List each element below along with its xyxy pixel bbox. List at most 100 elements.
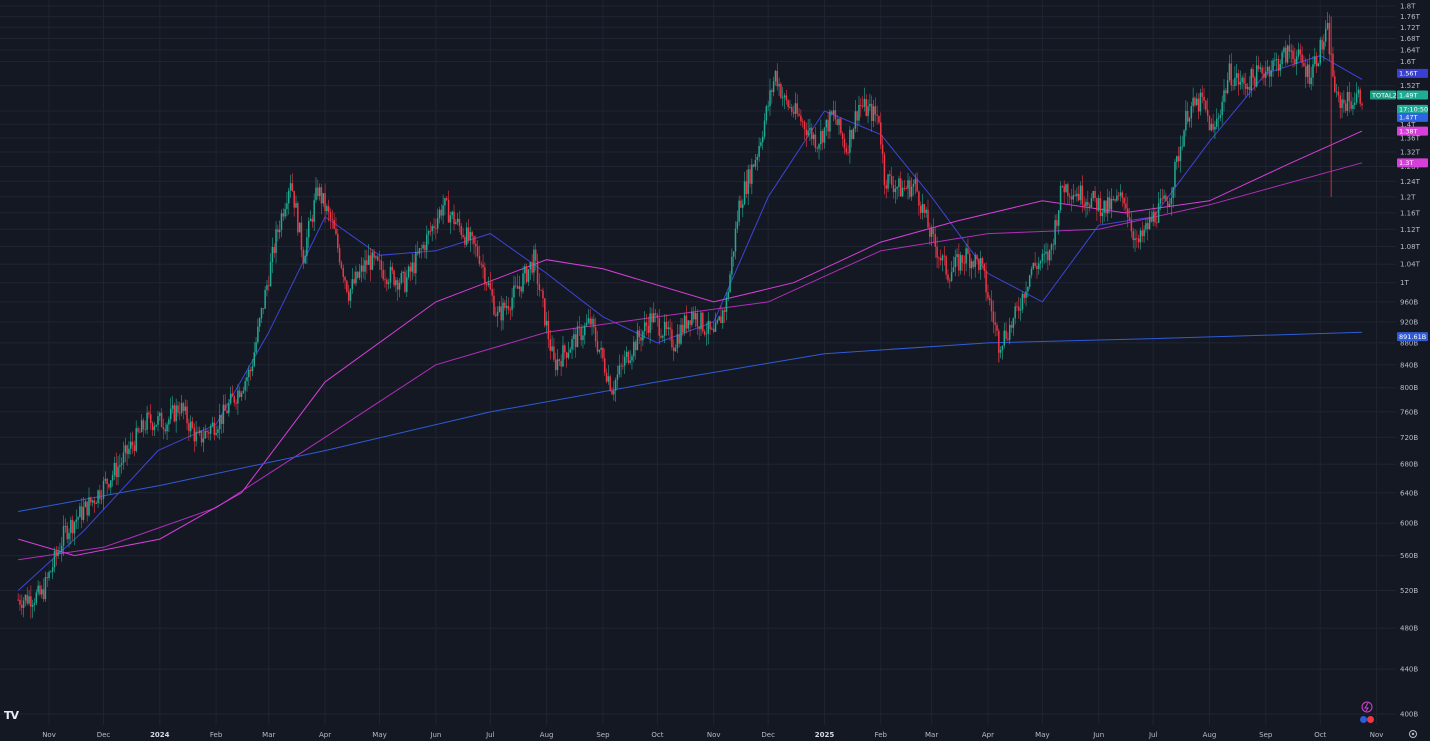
candle-body [318,187,321,197]
x-tick-label: 2025 [815,731,835,739]
ma_long-line [18,331,1363,512]
tradingview-logo[interactable]: TV [4,709,19,722]
candle-body [578,326,581,328]
candle-body [881,144,884,155]
candle-body [952,267,955,273]
candle-body [823,127,826,143]
candle-body [814,134,817,148]
candle-body [218,415,221,430]
candle-body [950,272,953,281]
candle-body [1021,293,1024,310]
candle-body [861,105,864,107]
candle-body [464,237,466,245]
candle-body [525,266,528,282]
candle-body [1105,200,1107,214]
candle-body [1217,117,1220,119]
candle-body [151,423,154,431]
candle-body [1166,201,1169,207]
candle-body [625,351,628,358]
candle-body [424,244,426,251]
candle-body [816,147,818,149]
candle-body [1239,81,1242,85]
candle-body [307,221,310,238]
y-tick-label: 640B [1400,489,1418,497]
candle-body [585,322,588,326]
candle-body [502,302,504,321]
candle-body [340,262,343,268]
candle-body [462,234,464,238]
candle-body [333,219,335,229]
candle-body [149,414,152,424]
candle-body [1128,217,1131,221]
candle-body [242,390,245,393]
candle-body [943,255,946,257]
candle-body [958,254,960,271]
candle-body [870,103,873,121]
candle-body [420,248,423,250]
candle-body [97,490,99,504]
candle-body [1295,56,1298,65]
candle-body [544,298,546,326]
candle-body [491,289,493,296]
candle-body [1163,195,1165,199]
candle-body [75,519,78,523]
candle-body [740,200,742,208]
candle-body [159,412,161,417]
candle-body [698,326,700,330]
candle-body [73,522,76,534]
y-tick-label: 1.64T [1400,46,1421,54]
settings-gear-icon[interactable] [1409,730,1417,738]
x-tick-label: Mar [925,731,938,739]
candle-body [1092,190,1095,198]
candle-body [180,403,183,413]
time-axis[interactable]: Nov Dec 2024 Feb Mar Apr May Jun Jul Aug Sep Oct Nov… [42,731,1383,739]
candle-body [110,480,112,488]
candle-body [79,506,81,518]
y-tick-label: 480B [1400,625,1418,633]
candle-body [1150,217,1153,222]
candle-body [306,237,308,256]
candle-body [678,334,680,344]
candle-body [720,316,722,324]
candle-body [233,396,236,403]
candle-body [382,269,384,280]
candle-body [1112,198,1114,200]
candle-body [126,445,128,455]
x-tick-label: Sep [1259,731,1273,739]
candle-body [409,266,412,272]
candle-body [271,246,274,262]
candle-body [375,256,377,258]
candle-body [711,328,713,330]
price-axis[interactable]: 1.8T1.76T1.72T1.68T1.64T1.6T1.52T1.44T1.… [1400,3,1421,719]
candle-body [1063,186,1065,193]
candle-body [1186,110,1189,122]
candle-body [1315,56,1318,67]
price-tags: 1.56T TOTAL2 1.49T 17:10:501.47T 1.38T 1.3T 89… [1370,68,1428,342]
candle-body [1179,146,1182,162]
candle-body [1057,210,1060,226]
candle-body [767,106,769,107]
candle-body [431,226,433,232]
candle-body [376,256,379,261]
candle-body [914,179,917,184]
candle-body [729,274,731,293]
candle-body [874,106,877,115]
candle-body [1285,47,1287,63]
candle-body [589,318,591,325]
corner-widgets [1360,701,1417,738]
lightning-icon[interactable] [1361,701,1373,713]
candle-body [1165,195,1167,202]
candle-body [749,169,751,184]
candle-body [774,70,777,82]
candle-body [91,500,94,503]
candle-body [680,324,682,344]
candle-body [1357,89,1360,94]
candle-body [1245,83,1247,89]
candle-body [809,127,811,131]
candle-body [1223,90,1225,102]
flags-icon[interactable] [1360,716,1374,723]
y-tick-label: 1.72T [1400,24,1421,32]
candle-body [57,551,59,556]
candle-body [66,525,68,540]
